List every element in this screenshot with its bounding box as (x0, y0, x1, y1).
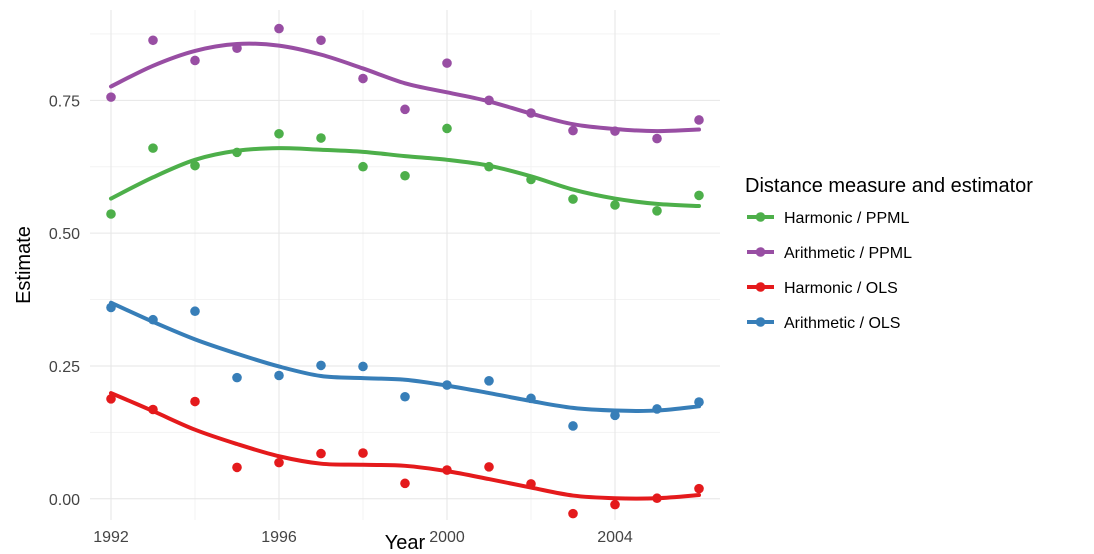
data-point (358, 448, 368, 458)
legend-label: Harmonic / OLS (784, 280, 898, 297)
data-point (358, 361, 368, 372)
data-point (148, 35, 158, 46)
data-point (400, 170, 410, 181)
series-harmonic-ppml (106, 123, 704, 219)
data-point (232, 462, 242, 473)
data-point (526, 393, 536, 404)
legend-label: Arithmetic / PPML (784, 245, 912, 262)
series-arithmetic-ols (106, 300, 704, 431)
data-point (526, 108, 536, 118)
data-point (442, 123, 452, 134)
data-point (190, 306, 200, 317)
data-point (694, 115, 704, 125)
x-tick-label: 1996 (261, 529, 297, 546)
data-point (232, 147, 242, 158)
data-point (232, 372, 242, 383)
data-point (442, 380, 452, 390)
series-layer (106, 23, 704, 519)
data-point (400, 104, 410, 115)
data-point (190, 396, 200, 407)
grid (90, 10, 720, 520)
data-point (148, 314, 158, 325)
legend-items: Harmonic / PPML Arithmetic / PPML Harmonic… (747, 210, 912, 332)
data-point (652, 206, 662, 216)
trend-line (109, 41, 701, 134)
y-tick-label: 0.25 (49, 359, 80, 376)
y-tick-label: 0.50 (49, 226, 80, 243)
data-point (652, 404, 662, 414)
x-tick-label: 2004 (597, 529, 633, 546)
y-tick-label: 0.75 (49, 93, 80, 110)
data-point (610, 410, 620, 421)
data-point (610, 200, 620, 210)
data-point (484, 376, 494, 386)
y-axis-ticks: 0.00 0.25 0.50 0.75 (49, 93, 80, 508)
legend-title: Distance measure and estimator (745, 175, 1033, 197)
data-point (652, 133, 662, 144)
data-point (358, 73, 368, 84)
legend-label: Harmonic / PPML (784, 210, 909, 227)
data-point (484, 95, 494, 106)
data-point (148, 143, 158, 153)
data-point (610, 499, 620, 510)
data-point (316, 133, 326, 143)
data-point (694, 397, 704, 407)
data-point (484, 161, 494, 172)
data-point (316, 360, 326, 371)
data-point (190, 160, 200, 171)
legend-label: Arithmetic / OLS (784, 315, 900, 332)
x-axis-title: Year (385, 532, 426, 554)
legend-key-point (755, 282, 766, 292)
data-point (652, 493, 662, 504)
y-axis-title: Estimate (13, 226, 35, 304)
data-point (190, 55, 200, 66)
data-point (694, 483, 704, 494)
data-point (526, 174, 536, 185)
data-point (232, 43, 242, 54)
data-point (568, 508, 578, 519)
x-tick-label: 1992 (93, 529, 129, 546)
data-point (442, 465, 452, 475)
data-point (484, 462, 494, 472)
trend-line (109, 300, 701, 413)
data-point (400, 391, 410, 402)
data-point (316, 448, 326, 459)
legend-key-point (755, 247, 766, 257)
data-point (400, 478, 410, 489)
series-arithmetic-ppml (106, 23, 704, 144)
legend-item: Arithmetic / OLS (747, 315, 900, 332)
data-point (274, 457, 284, 468)
trend-line (109, 146, 701, 209)
legend-key-point (755, 212, 766, 222)
data-point (316, 35, 326, 46)
data-point (694, 190, 704, 201)
data-point (568, 421, 578, 431)
y-tick-label: 0.00 (49, 492, 80, 509)
series-harmonic-ols (106, 391, 704, 519)
trend-line (109, 391, 701, 501)
data-point (568, 194, 578, 204)
data-point (274, 23, 284, 34)
legend-key-point (755, 317, 766, 327)
data-point (358, 161, 368, 172)
data-point (106, 394, 116, 404)
data-point (106, 92, 116, 102)
data-point (106, 209, 116, 219)
legend-item: Harmonic / PPML (747, 210, 909, 227)
data-point (148, 404, 158, 415)
data-point (568, 125, 578, 136)
legend-item: Harmonic / OLS (747, 280, 898, 297)
x-axis-ticks: 1992 1996 2000 2004 (93, 529, 633, 546)
data-point (610, 126, 620, 136)
data-point (274, 370, 284, 381)
data-point (526, 479, 536, 489)
legend: Distance measure and estimator Harmonic … (745, 175, 1033, 332)
x-tick-label: 2000 (429, 529, 465, 546)
data-point (106, 302, 116, 313)
legend-item: Arithmetic / PPML (747, 245, 912, 262)
data-point (442, 58, 452, 68)
data-point (274, 128, 284, 139)
